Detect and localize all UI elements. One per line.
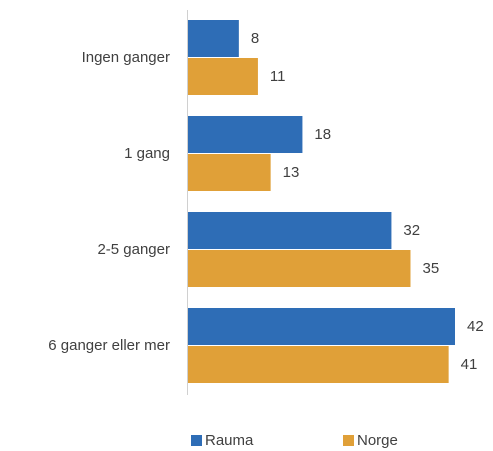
legend-label: Norge bbox=[357, 432, 398, 449]
value-label: 11 bbox=[270, 68, 286, 85]
value-label: 13 bbox=[283, 164, 300, 181]
bar bbox=[188, 154, 271, 191]
legend-swatch bbox=[343, 435, 354, 446]
category-label: 1 gang bbox=[124, 145, 170, 162]
bar bbox=[188, 346, 449, 383]
value-label: 41 bbox=[461, 356, 478, 373]
value-label: 35 bbox=[423, 260, 440, 277]
value-label: 42 bbox=[467, 318, 484, 335]
bar bbox=[188, 116, 303, 153]
category-label: 2-5 ganger bbox=[97, 241, 170, 258]
legend-swatch bbox=[191, 435, 202, 446]
value-label: 8 bbox=[251, 30, 259, 47]
bar bbox=[188, 250, 411, 287]
bar bbox=[188, 20, 239, 57]
value-label: 18 bbox=[314, 126, 331, 143]
value-label: 32 bbox=[403, 222, 420, 239]
category-label: 6 ganger eller mer bbox=[48, 337, 170, 354]
bar bbox=[188, 212, 392, 249]
category-label: Ingen ganger bbox=[82, 49, 170, 66]
legend-label: Rauma bbox=[205, 432, 254, 449]
bar bbox=[188, 308, 455, 345]
bar bbox=[188, 58, 258, 95]
